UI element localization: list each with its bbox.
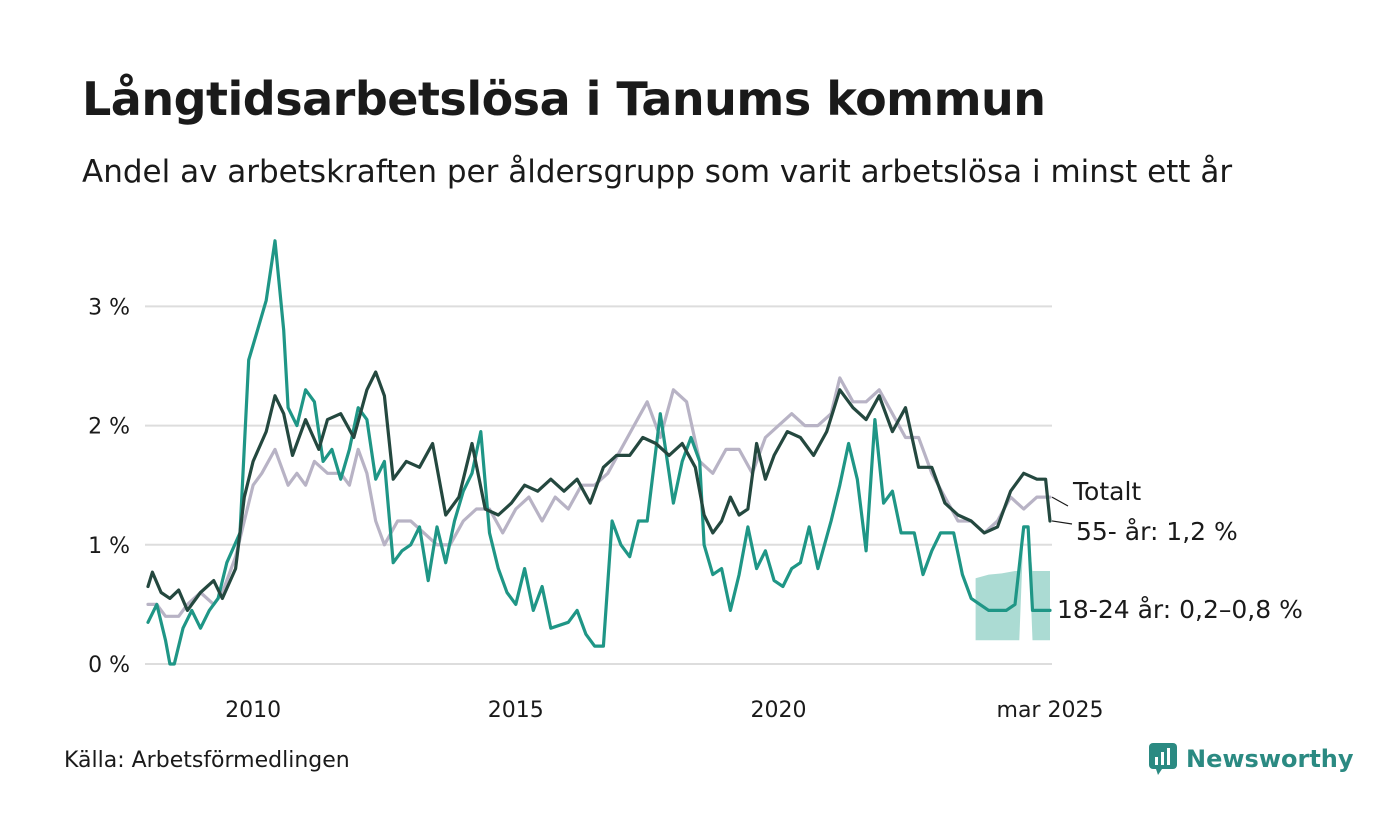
axis-and-series-labels: 0 % 1 % 2 % 3 % 2010 2015 2020 mar 2025 Totalt 55… (88, 295, 1303, 723)
bar-chart-icon (1149, 743, 1177, 775)
series-label-55: 55- år: 1,2 % (1076, 517, 1238, 546)
y-tick-label: 2 % (88, 415, 130, 440)
series-label-18-24: 18-24 år: 0,2–0,8 % (1057, 595, 1303, 624)
y-tick-label: 3 % (88, 295, 130, 320)
x-tick-label: 2020 (751, 698, 807, 723)
leader-line-totalt (1051, 496, 1069, 507)
brand-name: Newsworthy (1186, 745, 1354, 773)
leader-line-55 (1051, 520, 1073, 525)
y-tick-label: 0 % (88, 653, 130, 678)
x-tick-label: 2015 (488, 698, 544, 723)
source-note: Källa: Arbetsförmedlingen (64, 748, 350, 773)
newsworthy-logo: Newsworthy (1148, 742, 1354, 776)
series-line-age18_24 (146, 239, 1052, 666)
series-line-totalt (146, 376, 1052, 618)
series-label-totalt: Totalt (1072, 477, 1141, 506)
grid-lines (145, 305, 1052, 665)
series-lines (146, 239, 1052, 666)
series-line-age55 (146, 370, 1052, 612)
chart-title: Långtidsarbetslösa i Tanums kommun (82, 72, 1046, 126)
x-tick-label: mar 2025 (997, 698, 1104, 723)
y-tick-label: 1 % (88, 534, 130, 559)
chart-subtitle: Andel av arbetskraften per åldersgrupp s… (82, 154, 1233, 190)
x-tick-label: 2010 (225, 698, 281, 723)
